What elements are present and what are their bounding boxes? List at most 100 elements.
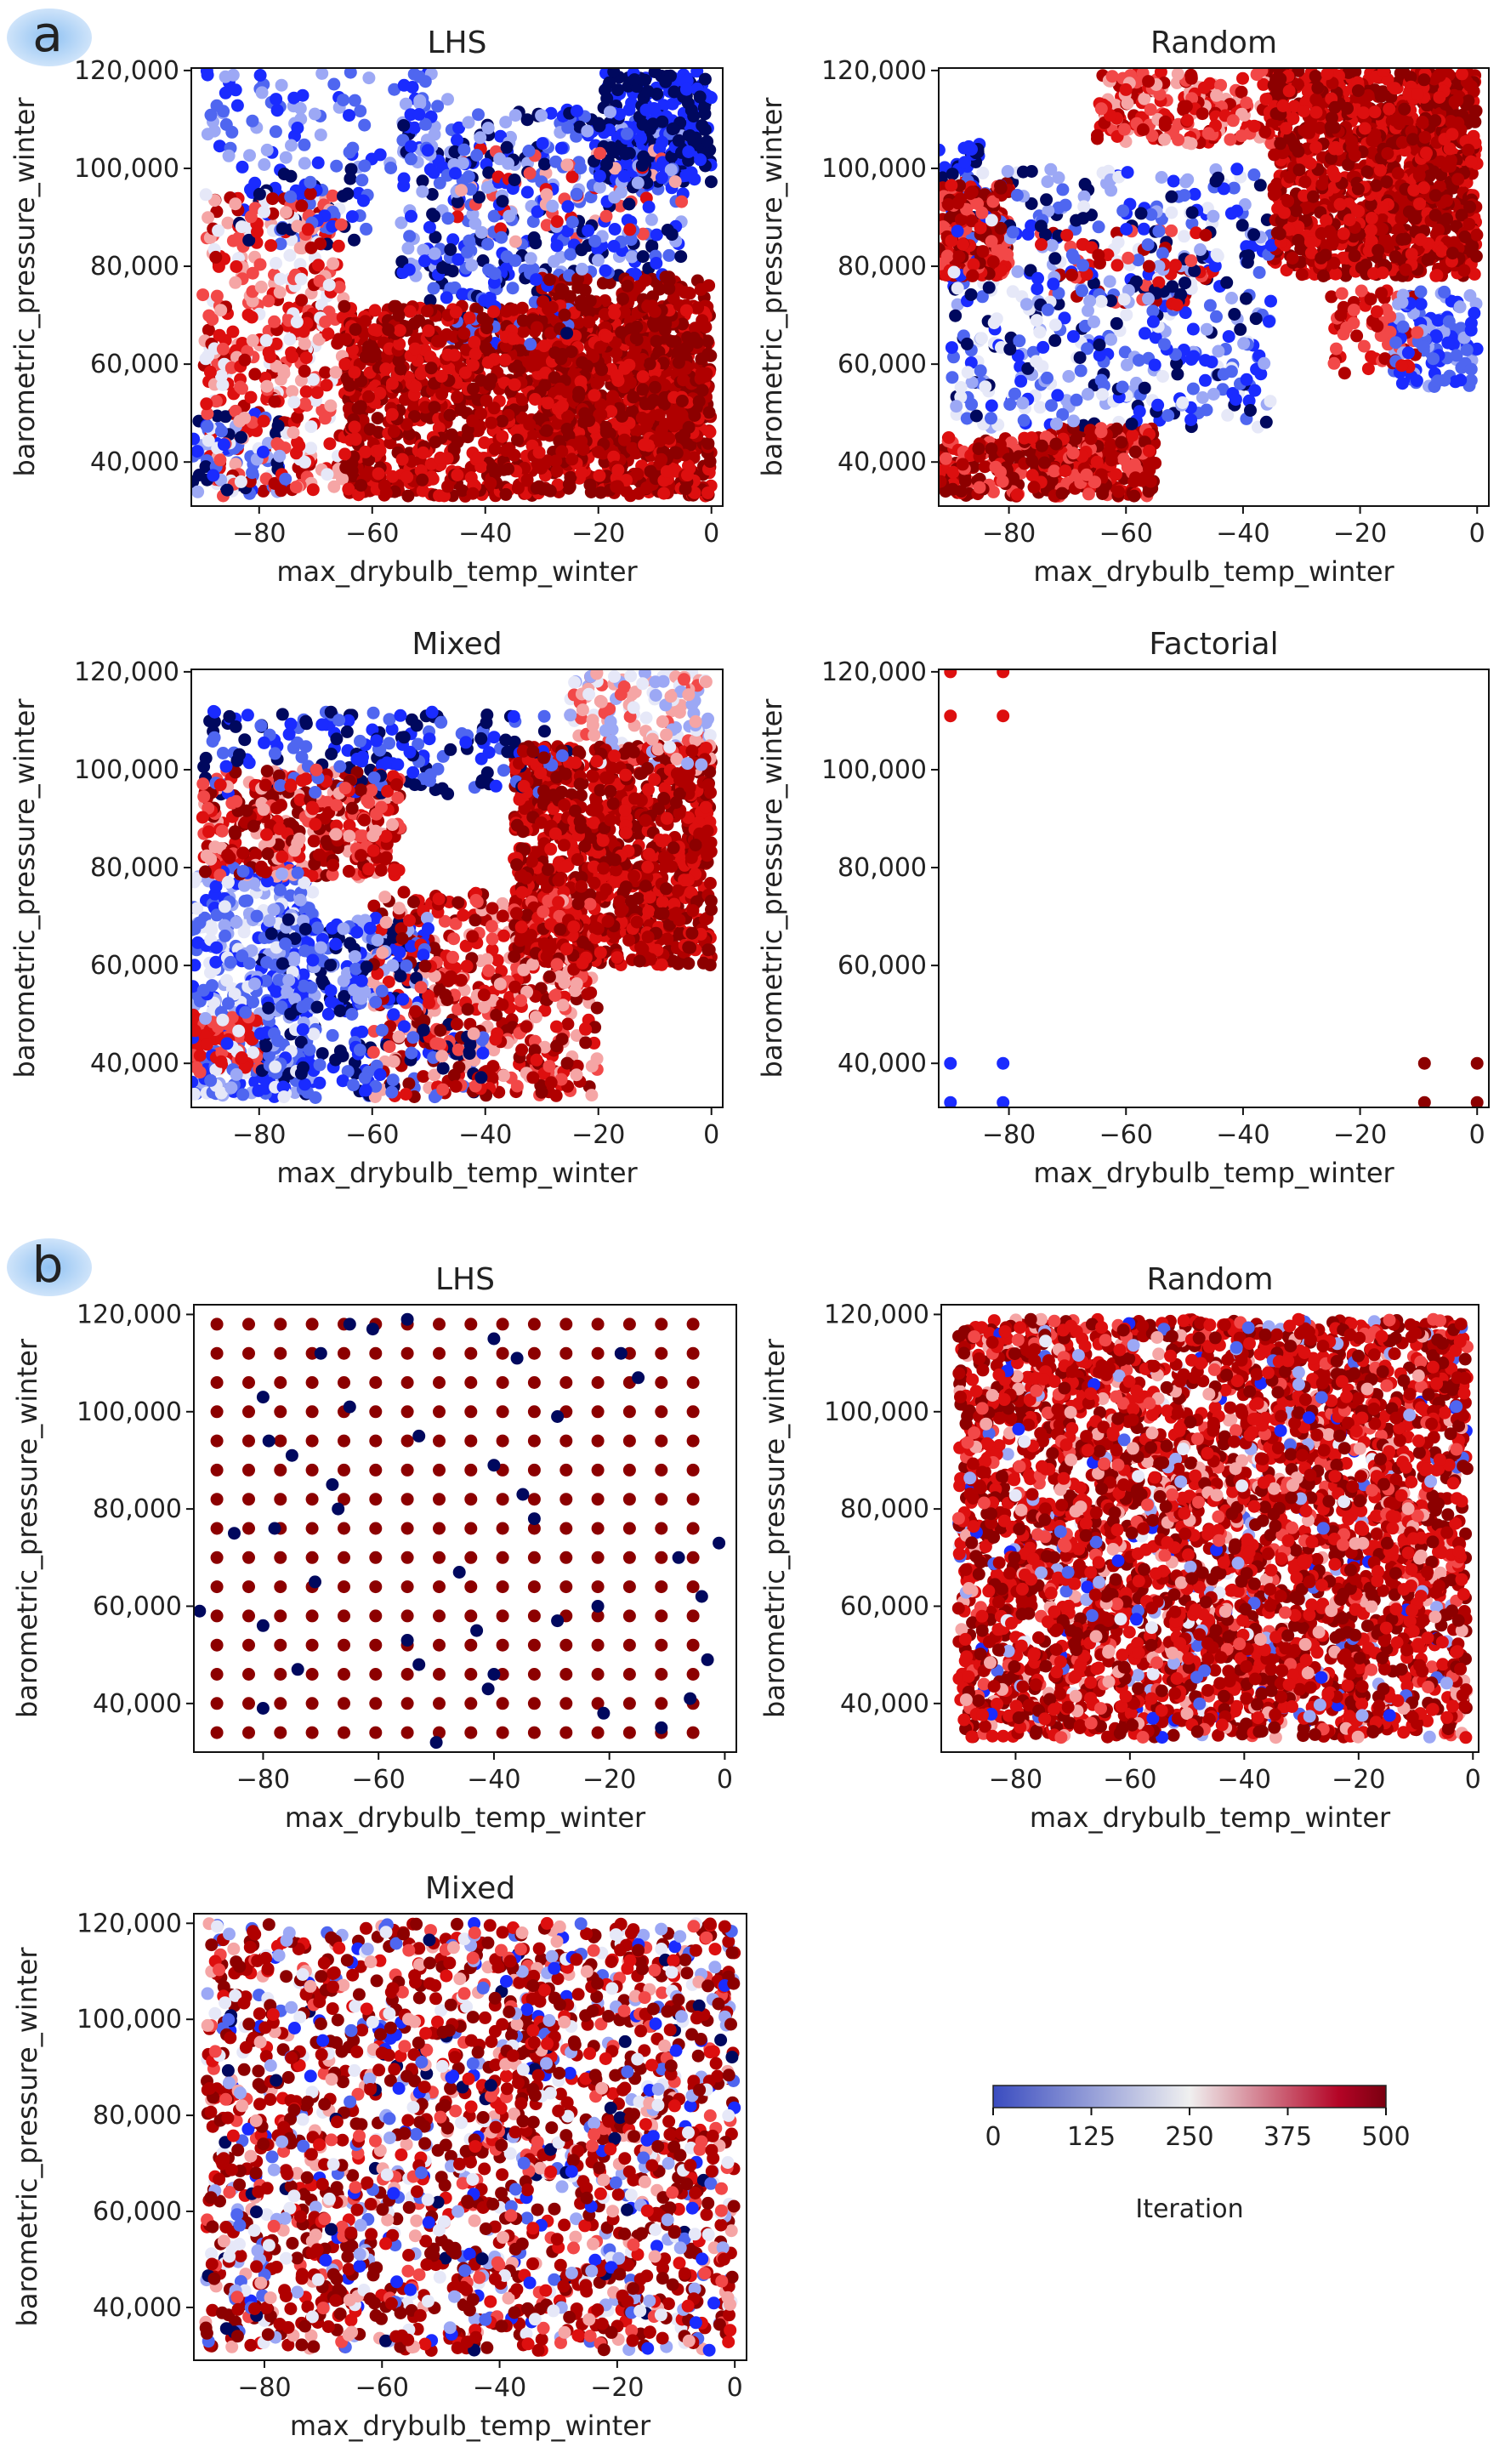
scatter-point <box>321 327 335 340</box>
scatter-point <box>403 304 417 318</box>
scatter-point <box>515 301 529 315</box>
scatter-point <box>230 260 243 273</box>
scatter-point <box>196 288 210 302</box>
scatter-point <box>592 446 605 458</box>
scatter-point <box>608 223 622 236</box>
scatter-point <box>1222 330 1235 344</box>
scatter-point <box>367 323 381 337</box>
scatter-point <box>604 105 616 119</box>
scatter-point <box>295 242 309 255</box>
scatter-point <box>652 345 666 359</box>
scatter-point <box>1325 290 1338 304</box>
scatter-point <box>449 167 462 180</box>
x-axis-label: max_drybulb_temp_winter <box>276 555 638 588</box>
scatter-point <box>221 216 235 230</box>
subplot-a-random: Random−80 −60 −40 −20 040,00060,00080,000100… <box>756 26 1490 588</box>
scatter-point <box>660 465 673 478</box>
scatter-point <box>1146 304 1160 318</box>
scatter-point <box>550 239 564 253</box>
scatter-point <box>423 350 437 363</box>
x-tick-label: −80 <box>232 519 286 549</box>
scatter-point <box>607 450 621 464</box>
scatter-point <box>592 375 605 389</box>
scatter-point <box>659 75 673 88</box>
scatter-point <box>487 401 501 415</box>
scatter-point <box>652 408 666 422</box>
scatter-point <box>327 480 341 493</box>
scatter-point <box>443 408 457 422</box>
scatter-point <box>204 108 218 122</box>
scatter-point <box>274 237 287 251</box>
scatter-point <box>596 276 610 290</box>
scatter-point <box>694 153 707 167</box>
scatter-point <box>537 339 551 353</box>
scatter-point <box>349 432 362 446</box>
scatter-point <box>308 107 321 121</box>
scatter-point <box>346 141 360 155</box>
scatter-point <box>700 367 713 380</box>
scatter-point <box>532 446 546 459</box>
chart-title: LHS <box>428 26 487 60</box>
scatter-point <box>349 322 362 336</box>
scatter-point <box>517 325 531 339</box>
scatter-point <box>672 356 685 369</box>
scatter-point <box>451 134 463 147</box>
scatter-point <box>631 176 645 190</box>
scatter-point <box>191 485 205 498</box>
scatter-point <box>1025 219 1038 232</box>
scatter-point <box>289 481 303 494</box>
scatter-point <box>1155 171 1168 184</box>
scatter-point <box>545 300 559 314</box>
scatter-point <box>338 357 352 371</box>
scatter-point <box>298 138 311 151</box>
scatter-point <box>452 121 466 134</box>
scatter-point <box>342 401 355 415</box>
scatter-point <box>408 410 421 424</box>
scatter-point <box>313 274 327 287</box>
scatter-point <box>508 109 522 122</box>
scatter-point <box>412 108 426 121</box>
scatter-point <box>322 278 336 292</box>
scatter-point <box>287 395 301 409</box>
scatter-point <box>337 190 349 203</box>
scatter-point <box>344 172 357 185</box>
scatter-point <box>456 156 469 170</box>
scatter-point <box>548 254 560 268</box>
scatter-point <box>345 210 359 224</box>
scatter-point <box>565 452 579 466</box>
scatter-point <box>701 334 714 348</box>
scatter-point <box>554 141 568 155</box>
scatter-point <box>296 88 310 102</box>
scatter-point <box>535 462 548 475</box>
scatter-point <box>1227 181 1241 195</box>
scatter-point <box>318 412 332 425</box>
scatter-point <box>402 427 416 441</box>
scatter-point <box>344 162 358 176</box>
scatter-point <box>626 404 639 418</box>
scatter-point <box>530 273 543 287</box>
scatter-point <box>599 83 611 97</box>
scatter-point <box>441 480 454 493</box>
scatter-point <box>554 282 568 296</box>
scatter-point <box>216 342 230 356</box>
scatter-point <box>428 128 441 141</box>
scatter-point <box>238 412 252 424</box>
scatter-point <box>691 301 705 315</box>
scatter-point <box>417 243 430 257</box>
scatter-point <box>1167 174 1180 188</box>
scatter-point <box>703 455 717 469</box>
scatter-point <box>1040 193 1054 207</box>
scatter-point <box>698 72 712 86</box>
scatter-point <box>594 486 608 499</box>
scatter-point <box>598 308 611 322</box>
scatter-point <box>1118 345 1132 359</box>
scatter-point <box>1077 200 1091 213</box>
scatter-point <box>400 418 413 431</box>
scatter-point <box>1234 322 1247 336</box>
scatter-point <box>487 276 501 289</box>
scatter-point <box>588 235 602 248</box>
scatter-point <box>214 304 228 317</box>
scatter-point <box>355 174 369 187</box>
scatter-point <box>246 466 259 480</box>
scatter-point <box>469 217 482 230</box>
